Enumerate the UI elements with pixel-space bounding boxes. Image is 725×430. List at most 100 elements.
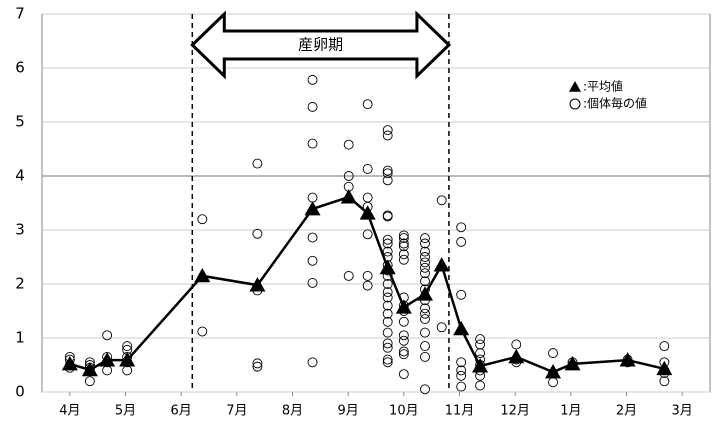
mean-marker bbox=[119, 352, 136, 367]
individual-point bbox=[252, 228, 263, 239]
individual-point bbox=[420, 314, 430, 325]
individual-point bbox=[252, 358, 263, 369]
mean-marker bbox=[472, 358, 489, 373]
individual-point bbox=[475, 334, 486, 345]
individual-point bbox=[420, 246, 430, 257]
individual-point bbox=[456, 357, 467, 368]
individual-point bbox=[343, 171, 354, 181]
individual-point bbox=[362, 270, 373, 281]
individual-point bbox=[382, 246, 393, 257]
individual-point bbox=[420, 327, 430, 338]
individual-point bbox=[659, 341, 670, 352]
individual-point bbox=[398, 369, 409, 380]
individual-point bbox=[420, 262, 430, 273]
individual-point bbox=[307, 357, 318, 368]
individual-point bbox=[197, 214, 208, 225]
individual-point bbox=[456, 365, 467, 376]
mean-marker bbox=[545, 364, 562, 379]
mean-marker bbox=[656, 360, 673, 376]
individual-point bbox=[420, 341, 430, 352]
individual-point bbox=[382, 300, 393, 311]
y-tick-label: 5 bbox=[15, 113, 25, 131]
individual-point bbox=[475, 348, 486, 359]
individual-point bbox=[456, 222, 467, 233]
individual-point bbox=[382, 287, 393, 298]
individual-point bbox=[307, 277, 318, 288]
mean-marker bbox=[395, 299, 412, 314]
x-tick-label: 10月 bbox=[389, 404, 419, 419]
mean-marker bbox=[619, 352, 636, 367]
y-tick-label: 4 bbox=[15, 167, 25, 185]
mean-line bbox=[69, 195, 665, 374]
mean-marker bbox=[508, 348, 525, 364]
x-tick-label: 11月 bbox=[445, 404, 475, 419]
individual-point bbox=[307, 232, 318, 243]
mean-marker bbox=[379, 259, 396, 275]
individual-point bbox=[420, 303, 430, 314]
x-tick-label: 8月 bbox=[282, 404, 303, 419]
individual-point bbox=[307, 138, 318, 149]
mean-marker bbox=[564, 355, 581, 371]
individual-point bbox=[456, 236, 467, 247]
individual-point bbox=[343, 139, 354, 150]
x-tick-label: 4月 bbox=[59, 404, 80, 419]
individual-point bbox=[252, 361, 263, 372]
individual-point bbox=[398, 241, 409, 252]
y-tick-label: 3 bbox=[15, 221, 25, 239]
individual-point bbox=[84, 376, 95, 387]
legend-marker bbox=[569, 98, 581, 110]
x-tick-label: 3月 bbox=[672, 404, 693, 419]
individual-point bbox=[382, 168, 393, 179]
individual-point bbox=[197, 326, 208, 337]
x-tick-label: 5月 bbox=[115, 404, 136, 419]
individual-point bbox=[456, 289, 467, 300]
individual-point bbox=[122, 341, 133, 352]
y-tick-label: 0 bbox=[15, 383, 25, 401]
individual-point bbox=[420, 276, 430, 287]
mean-marker bbox=[359, 205, 376, 220]
mean-marker bbox=[99, 352, 116, 367]
period-arrow bbox=[190, 10, 452, 80]
individual-point bbox=[398, 316, 409, 327]
individual-point bbox=[382, 316, 393, 327]
mean-marker bbox=[81, 361, 98, 377]
mean-marker bbox=[61, 355, 78, 371]
individual-point bbox=[307, 101, 318, 112]
individual-point bbox=[398, 249, 409, 260]
individual-point bbox=[456, 381, 467, 392]
individual-point bbox=[420, 238, 430, 249]
individual-point bbox=[307, 74, 318, 85]
individual-point bbox=[398, 238, 409, 249]
individual-point bbox=[382, 292, 393, 303]
individual-point bbox=[362, 280, 373, 291]
individual-point bbox=[420, 268, 430, 279]
individual-point bbox=[456, 370, 467, 381]
individual-point bbox=[398, 349, 409, 360]
individual-point bbox=[102, 330, 113, 341]
individual-point bbox=[420, 257, 430, 268]
x-tick-label: 1月 bbox=[560, 404, 581, 419]
individual-point bbox=[659, 376, 670, 387]
individual-point bbox=[548, 348, 558, 359]
individual-point bbox=[420, 252, 430, 262]
individual-point bbox=[382, 175, 393, 186]
individual-point bbox=[420, 351, 430, 362]
legend-label: :平均値 bbox=[583, 79, 623, 94]
individual-point bbox=[382, 234, 393, 245]
individual-point bbox=[382, 238, 393, 249]
individual-point bbox=[307, 255, 318, 266]
individual-point bbox=[382, 165, 393, 176]
x-tick-label: 12月 bbox=[500, 404, 530, 419]
individual-point bbox=[420, 308, 430, 319]
legend-marker bbox=[569, 81, 581, 92]
individual-point bbox=[436, 322, 447, 333]
individual-point bbox=[343, 270, 354, 281]
x-tick-label: 2月 bbox=[616, 404, 637, 419]
individual-point bbox=[398, 230, 409, 241]
individual-point bbox=[382, 327, 393, 338]
x-tick-label: 6月 bbox=[171, 404, 192, 419]
individual-point bbox=[398, 335, 409, 346]
x-tick-label: 9月 bbox=[338, 404, 359, 419]
individual-point bbox=[382, 308, 393, 319]
